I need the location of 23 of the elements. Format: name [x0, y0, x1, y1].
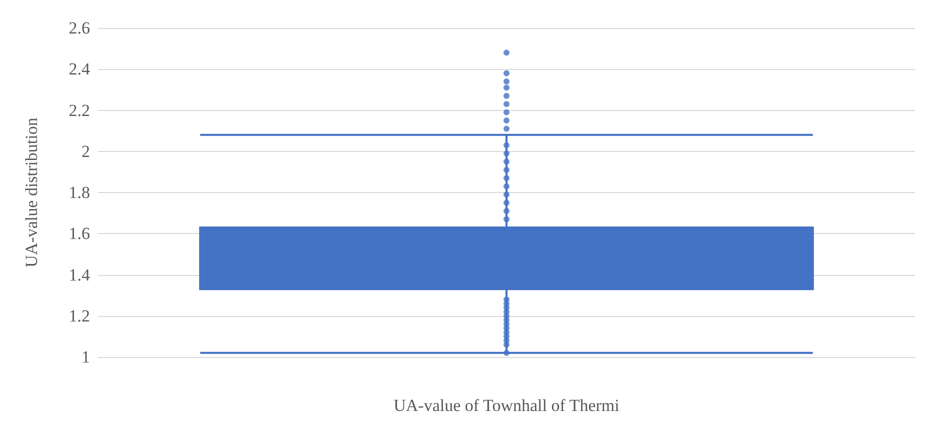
point: [504, 208, 510, 214]
y-tick-label: 2.4: [68, 60, 90, 79]
point: [504, 166, 510, 173]
y-tick-label: 1.2: [68, 306, 90, 326]
y-tick-label: 2.6: [68, 18, 90, 38]
point: [504, 216, 510, 222]
point: [504, 142, 510, 148]
point: [504, 350, 510, 356]
point: [504, 342, 510, 348]
point: [504, 183, 510, 190]
y-tick-label: 1.6: [68, 224, 90, 244]
y-tick-label: 2: [82, 142, 90, 161]
point: [504, 158, 510, 165]
y-tick-label: 1.8: [68, 183, 90, 202]
y-tick-label: 1: [82, 348, 90, 366]
point: [504, 150, 510, 156]
y-tick-label: 2.2: [68, 100, 90, 120]
y-tick-label: 1.4: [68, 265, 90, 284]
point: [504, 175, 510, 182]
y-axis-title: UA-value distribution: [22, 117, 41, 268]
point: [504, 192, 510, 198]
point: [504, 200, 510, 206]
x-axis-title: UA-value of Townhall of Thermi: [394, 396, 620, 415]
